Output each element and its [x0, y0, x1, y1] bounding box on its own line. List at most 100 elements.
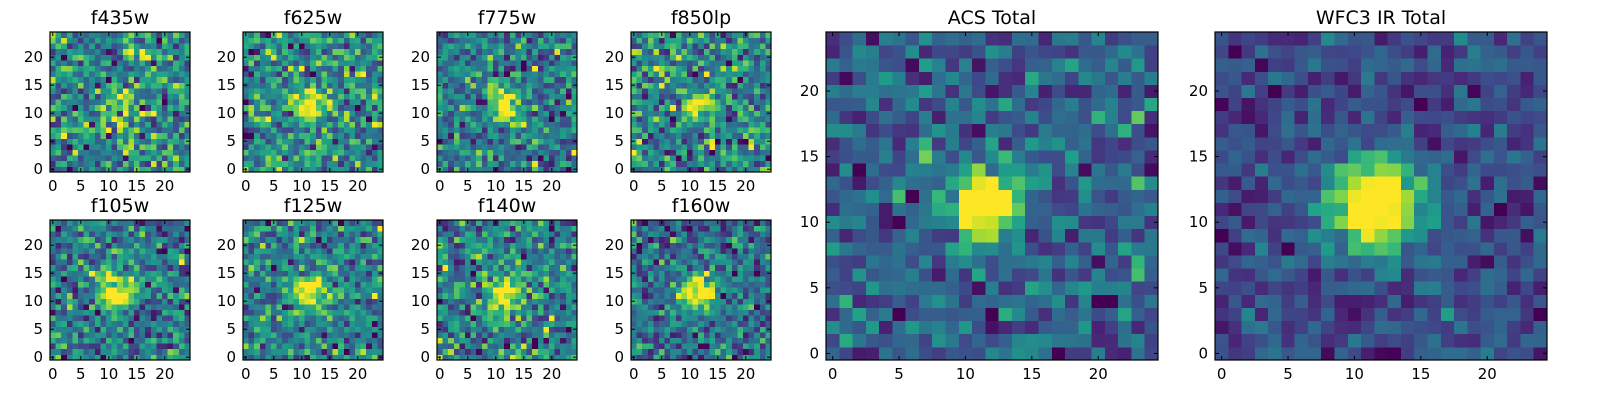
- pixel-cell: [111, 276, 118, 282]
- pixel-cell: [276, 88, 283, 94]
- pixel-cell: [293, 287, 300, 294]
- pixel-cell: [659, 132, 665, 139]
- pixel-cell: [737, 99, 744, 106]
- pixel-cell: [481, 104, 488, 111]
- pixel-cell: [537, 276, 544, 282]
- pixel-cell: [366, 160, 373, 167]
- pixel-cell: [310, 82, 317, 89]
- pixel-cell: [636, 309, 643, 316]
- pixel-cell: [287, 320, 294, 327]
- pixel-cell: [537, 337, 544, 344]
- pixel-cell: [343, 315, 350, 322]
- pixel-cell: [338, 60, 345, 66]
- pixel-cell: [243, 343, 249, 350]
- pixel-cell: [122, 32, 129, 38]
- pixel-cell: [737, 82, 744, 89]
- pixel-cell: [709, 276, 716, 282]
- pixel-cell: [754, 71, 761, 78]
- pixel-cell: [254, 242, 261, 249]
- pixel-cell: [106, 144, 112, 150]
- pixel-cell: [276, 149, 283, 156]
- pixel-cell: [100, 259, 107, 266]
- pixel-cell: [743, 298, 749, 305]
- pixel-cell: [349, 71, 356, 78]
- pixel-cell: [321, 127, 328, 134]
- pixel-cell: [156, 160, 163, 167]
- pixel-cell: [310, 54, 317, 61]
- pixel-cell: [265, 82, 272, 89]
- pixel-cell: [659, 337, 665, 344]
- pixel-cell: [442, 326, 449, 333]
- pixel-cell: [332, 348, 339, 355]
- pixel-cell: [537, 343, 544, 350]
- pixel-cell: [509, 149, 516, 156]
- pixel-cell: [178, 287, 185, 294]
- pixel-cell: [134, 65, 140, 72]
- pixel-cell: [465, 37, 471, 44]
- pixel-cell: [299, 259, 305, 266]
- pixel-cell: [150, 144, 157, 150]
- pixel-cell: [571, 155, 578, 162]
- pixel-cell: [117, 76, 124, 83]
- pixel-cell: [94, 220, 101, 226]
- pixel-cell: [282, 259, 289, 266]
- pixel-cell: [287, 99, 294, 106]
- pixel-cell: [156, 220, 163, 226]
- pixel-cell: [692, 32, 699, 38]
- pixel-cell: [448, 65, 455, 72]
- pixel-cell: [743, 82, 749, 89]
- pixel-cell: [282, 270, 289, 277]
- pixel-cell: [437, 121, 443, 128]
- pixel-cell: [343, 37, 350, 44]
- pixel-cell: [675, 104, 682, 111]
- pixel-cell: [743, 281, 749, 288]
- pixel-cell: [310, 88, 317, 94]
- pixel-cell: [442, 225, 449, 232]
- pixel-cell: [515, 304, 522, 310]
- pixel-cell: [560, 354, 567, 361]
- pixel-cell: [681, 54, 688, 61]
- pixel-cell: [670, 332, 677, 338]
- pixel-cell: [243, 37, 249, 44]
- pixel-cell: [100, 110, 107, 117]
- pixel-cell: [343, 304, 350, 310]
- pixel-cell: [332, 292, 339, 299]
- pixel-cell: [55, 236, 62, 243]
- pixel-cell: [89, 71, 96, 78]
- pixel-cell: [481, 281, 488, 288]
- pixel-cell: [681, 60, 688, 66]
- pixel-cell: [338, 110, 345, 117]
- pixel-cell: [748, 116, 755, 122]
- pixel-cell: [287, 253, 294, 260]
- pixel-cell: [139, 155, 146, 162]
- pixel-cell: [647, 315, 654, 322]
- pixel-cell: [560, 116, 567, 122]
- pixel-cell: [453, 315, 460, 322]
- pixel-cell: [659, 110, 665, 117]
- pixel-cell: [670, 160, 677, 167]
- pixel-cell: [315, 149, 322, 156]
- pixel-cell: [498, 32, 505, 38]
- pixel-cell: [299, 155, 305, 162]
- y-tick-label: 15: [605, 76, 624, 94]
- pixel-cell: [664, 32, 671, 38]
- pixel-cell: [315, 326, 322, 333]
- pixel-cell: [332, 320, 339, 327]
- pixel-cell: [487, 144, 494, 150]
- pixel-cell: [117, 110, 124, 117]
- pixel-cell: [178, 332, 185, 338]
- pixel-cell: [509, 343, 516, 350]
- pixel-cell: [355, 65, 361, 72]
- pixel-cell: [128, 82, 135, 89]
- pixel-cell: [659, 76, 665, 83]
- pixel-cell: [150, 121, 157, 128]
- pixel-cell: [687, 298, 693, 305]
- pixel-cell: [504, 253, 511, 260]
- pixel-cell: [543, 332, 550, 338]
- pixel-cell: [748, 43, 755, 50]
- pixel-cell: [549, 343, 555, 350]
- pixel-cell: [549, 160, 555, 167]
- pixel-cell: [737, 160, 744, 167]
- pixel-cell: [526, 281, 533, 288]
- pixel-cell: [139, 231, 146, 238]
